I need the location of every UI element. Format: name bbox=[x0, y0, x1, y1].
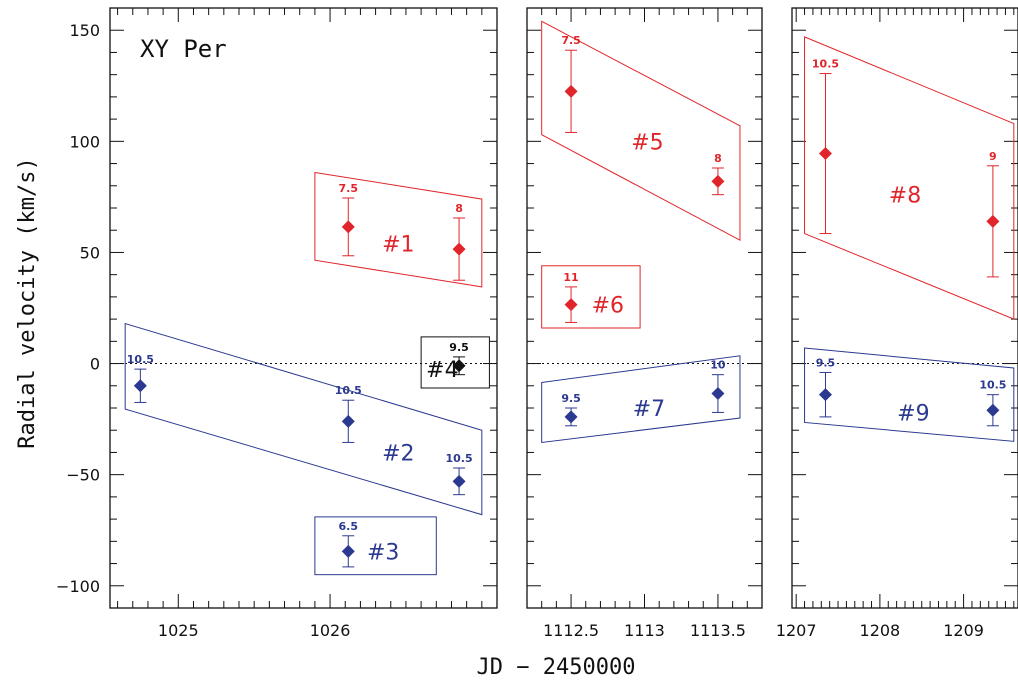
data-point bbox=[564, 298, 578, 312]
x-tick-label: 1208 bbox=[860, 621, 901, 640]
data-point bbox=[452, 242, 466, 256]
point-label: 11 bbox=[563, 271, 578, 284]
point-label: 8 bbox=[714, 152, 722, 165]
panel-frame bbox=[109, 7, 498, 609]
data-point bbox=[711, 174, 725, 188]
data-point bbox=[818, 147, 832, 161]
group-box bbox=[541, 265, 641, 329]
x-tick-label: 1113 bbox=[624, 621, 665, 640]
group-label: #2 bbox=[382, 441, 414, 466]
point-label: 10 bbox=[710, 359, 726, 372]
point-label: 10.5 bbox=[445, 452, 472, 465]
group-polygon bbox=[124, 322, 483, 516]
y-tick-label: −100 bbox=[56, 577, 100, 596]
point-label: 9.5 bbox=[816, 356, 836, 369]
data-point bbox=[341, 544, 355, 558]
data-point bbox=[564, 84, 578, 98]
y-tick-label: 150 bbox=[69, 21, 100, 40]
group-label: #4 bbox=[426, 358, 458, 383]
group-box bbox=[420, 336, 490, 389]
group-label: #9 bbox=[897, 401, 929, 426]
group-box bbox=[314, 516, 437, 576]
x-tick-label: 1025 bbox=[158, 621, 199, 640]
point-label: 10.5 bbox=[812, 58, 839, 71]
y-tick-label: 0 bbox=[90, 355, 100, 374]
point-label: 10.5 bbox=[979, 379, 1006, 392]
group-polygon bbox=[541, 20, 741, 242]
data-point bbox=[341, 220, 355, 234]
data-point bbox=[986, 403, 1000, 417]
x-tick-label: 1207 bbox=[776, 621, 817, 640]
y-tick-label: 50 bbox=[80, 243, 100, 262]
x-tick-label: 1112.5 bbox=[543, 621, 599, 640]
panel-2: 1112.5 1113 1113.5 #5 #6 #7 7.5 8 11 9.5 10 bbox=[526, 7, 763, 640]
point-label: 6.5 bbox=[339, 520, 359, 533]
group-label: #5 bbox=[631, 130, 663, 155]
x-axis-title: JD − 2450000 bbox=[477, 655, 636, 680]
data-point bbox=[711, 387, 725, 401]
x-tick-label: 1026 bbox=[310, 621, 351, 640]
group-polygon bbox=[804, 36, 1015, 320]
point-label: 10.5 bbox=[335, 384, 362, 397]
x-tick-label: 1209 bbox=[943, 621, 984, 640]
group-polygon bbox=[314, 171, 483, 288]
group-label: #6 bbox=[592, 294, 624, 319]
point-label: 9 bbox=[989, 150, 997, 163]
data-point bbox=[133, 379, 147, 393]
data-point bbox=[341, 414, 355, 428]
y-tick-label: 100 bbox=[69, 132, 100, 151]
data-point bbox=[564, 410, 578, 424]
point-label: 7.5 bbox=[339, 182, 359, 195]
point-label: 10.5 bbox=[127, 353, 154, 366]
point-label: 9.5 bbox=[449, 341, 469, 354]
group-polygon bbox=[804, 347, 1015, 442]
group-label: #8 bbox=[889, 184, 921, 209]
point-label: 7.5 bbox=[561, 34, 581, 47]
chart-panels: 150 100 50 0 −50 −100 1025 1026 #1 #2 #3 #4 7.5 8 10.5… bbox=[56, 7, 1018, 640]
y-tick-label: −50 bbox=[66, 466, 100, 485]
group-label: #3 bbox=[367, 540, 399, 565]
group-label: #7 bbox=[633, 397, 665, 422]
group-polygon bbox=[541, 355, 741, 444]
panel-1: 150 100 50 0 −50 −100 1025 1026 #1 #2 #3 #4 7.5 8 10.5… bbox=[56, 7, 498, 640]
point-label: 8 bbox=[455, 202, 463, 215]
data-point bbox=[818, 388, 832, 402]
panel-3: 1207 1208 1209 #9 #8 10.5 9 9.5 10.5 bbox=[776, 7, 1018, 640]
y-axis-title: Radial velocity (km/s) bbox=[15, 157, 40, 448]
data-point bbox=[986, 214, 1000, 228]
point-label: 9.5 bbox=[561, 392, 581, 405]
group-label: #1 bbox=[382, 233, 414, 258]
chart-title: XY Per bbox=[140, 35, 227, 63]
data-point bbox=[452, 359, 466, 373]
panel-frame bbox=[526, 7, 763, 609]
x-tick-label: 1113.5 bbox=[690, 621, 746, 640]
data-point bbox=[452, 474, 466, 488]
